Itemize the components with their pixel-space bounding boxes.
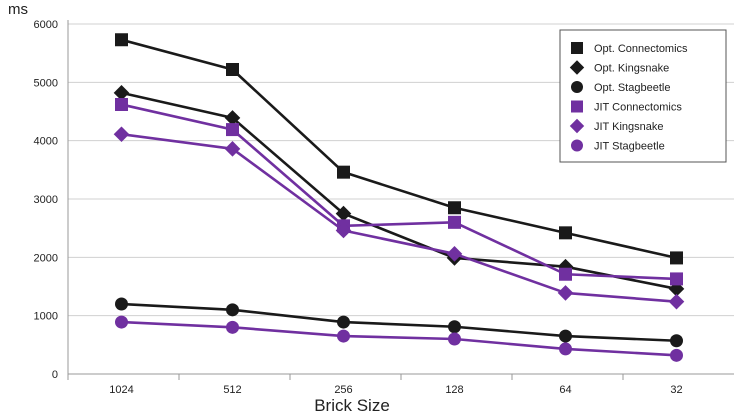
data-point-diamond [113,126,130,143]
series-0 [115,33,683,265]
data-point-square [226,123,239,137]
series-line [121,38,677,260]
y-tick-label: 6000 [34,19,58,31]
series-4 [113,126,685,310]
data-point-circle [670,348,683,362]
y-tick-label: 2000 [34,252,58,264]
x-tick-label: 128 [445,384,463,396]
data-point-square [670,272,683,286]
x-tick-label: 512 [223,384,241,396]
series-line [121,91,677,291]
legend-label: Opt. Connectomics [594,43,688,55]
y-tick-label: 1000 [34,311,58,323]
series-line [121,302,677,343]
legend-marker-diamond [569,118,585,134]
legend: Opt. Connectomics Opt. Kingsnake Opt. Stag… [559,29,727,163]
data-point-diamond [113,85,130,101]
legend-marker-diamond [569,60,585,75]
y-tick-label: 4000 [34,136,58,148]
x-tick-label: 32 [670,384,682,396]
series-lines [113,33,685,362]
data-point-circle [226,303,239,317]
data-point-circle [448,332,461,346]
legend-marker-circle [571,139,583,152]
data-point-diamond [446,246,463,262]
y-axis-title: ms [8,1,28,18]
x-axis-title: Brick Size [314,396,390,415]
legend-item: Opt. Stagbeetle [571,81,670,94]
data-point-square [226,63,239,76]
data-point-circle [226,320,239,334]
data-point-circle [337,315,350,329]
series-2 [115,297,683,348]
data-point-square [337,165,350,179]
y-tick-label: 5000 [34,77,58,89]
data-point-circle [115,297,128,311]
y-tick-labels: 0 1000 2000 3000 4000 5000 6000 [34,19,58,381]
data-point-diamond [668,281,685,297]
data-point-square [115,98,128,111]
data-point-square [448,215,461,229]
series-line [121,103,677,281]
series-line [121,320,677,357]
data-point-diamond [557,285,574,301]
data-point-diamond [668,293,685,310]
legend-label: JIT Stagbeetle [594,141,665,153]
x-tick-label: 64 [559,384,571,396]
legend-label: JIT Connectomics [594,102,682,114]
legend-item: Opt. Kingsnake [569,60,669,75]
data-point-square [115,33,128,47]
data-point-circle [559,329,572,343]
y-tick-label: 0 [52,369,58,381]
data-point-square [670,251,683,265]
data-point-diamond [224,110,241,126]
x-tick-label: 256 [334,384,352,396]
data-point-circle [559,342,572,356]
data-point-circle [670,334,683,348]
axes [67,20,734,380]
y-tick-label: 3000 [34,194,58,206]
legend-marker-square [571,42,583,54]
legend-item: Opt. Connectomics [571,42,688,55]
legend-item: JIT Connectomics [571,100,682,114]
legend-label: Opt. Stagbeetle [594,82,670,94]
data-point-diamond [335,205,352,222]
data-point-circle [115,315,128,329]
legend-marker-square [571,100,583,113]
legend-label: JIT Kingsnake [594,121,664,133]
x-tick-labels: 1024 512 256 128 64 32 [109,384,682,396]
legend-label: Opt. Kingsnake [594,63,669,75]
series-5 [115,315,683,362]
data-point-circle [337,329,350,343]
legend-box [559,29,727,163]
data-point-diamond [557,258,574,275]
data-point-square [559,267,572,281]
legend-item: JIT Stagbeetle [571,139,665,153]
data-point-diamond [335,222,352,239]
data-point-square [559,226,572,240]
legend-marker-circle [571,81,583,93]
series-line [121,132,677,303]
x-tick-label: 1024 [109,384,133,396]
legend-item: JIT Kingsnake [569,118,664,134]
data-point-circle [448,320,461,334]
data-point-square [448,201,461,215]
data-point-diamond [224,141,241,157]
